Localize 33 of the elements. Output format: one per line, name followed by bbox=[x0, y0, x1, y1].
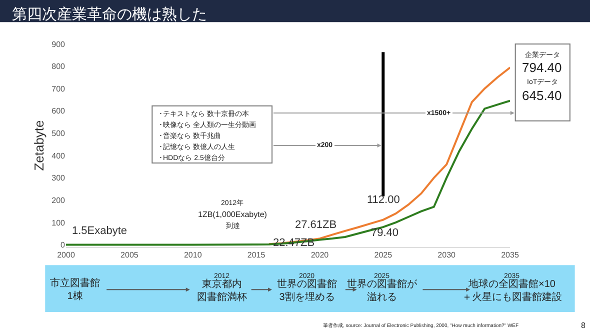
annotation: 1.5Exabyte bbox=[72, 225, 128, 237]
x-tick-label: 2025 bbox=[374, 250, 393, 260]
annotation: 112.00 bbox=[367, 194, 400, 206]
x-tick-label: 2035 bbox=[501, 250, 520, 260]
text: 東京都内図書館満杯 bbox=[197, 278, 247, 303]
text: 794.40 bbox=[522, 60, 562, 75]
chart-title: 第四次産業革命の機は熟した bbox=[12, 6, 207, 23]
annotation: 1ZB(1,000Exabyte) bbox=[198, 210, 268, 219]
x-tick-label: 2020 bbox=[310, 250, 330, 260]
y-tick-label: 300 bbox=[52, 174, 66, 183]
x-tick-label: 2015 bbox=[247, 250, 266, 260]
y-tick-label: 500 bbox=[52, 129, 66, 138]
x-tick-label: 2010 bbox=[184, 250, 202, 260]
y-tick-label: 100 bbox=[52, 218, 66, 228]
text: 世界の図書館が溢れる bbox=[347, 278, 418, 303]
text: 8 bbox=[581, 321, 586, 330]
x-tick-label: 2000 bbox=[57, 250, 76, 260]
text: 世界の図書館3割を埋める bbox=[277, 278, 337, 303]
y-tick-label: 800 bbox=[52, 62, 66, 72]
y-tick-label: 200 bbox=[52, 196, 66, 205]
x-tick-label: 2005 bbox=[120, 250, 139, 260]
text: 市立図書館1棟 bbox=[50, 277, 100, 302]
y-tick-label: 0 bbox=[60, 240, 66, 250]
y-tick-label: 400 bbox=[52, 151, 66, 160]
y-axis-title: Zetabyte bbox=[32, 120, 47, 171]
text: 645.40 bbox=[522, 88, 562, 103]
y-tick-label: 900 bbox=[52, 40, 66, 49]
y-tick-label: 600 bbox=[52, 106, 66, 116]
x-tick-label: 2030 bbox=[438, 250, 456, 260]
annotation: 79.40 bbox=[371, 227, 399, 239]
text: 地球の全図書館×10＋火星にも図書館建設 bbox=[462, 278, 562, 303]
annotation: 27.61ZB bbox=[295, 219, 337, 231]
y-tick-label: 700 bbox=[52, 84, 66, 94]
